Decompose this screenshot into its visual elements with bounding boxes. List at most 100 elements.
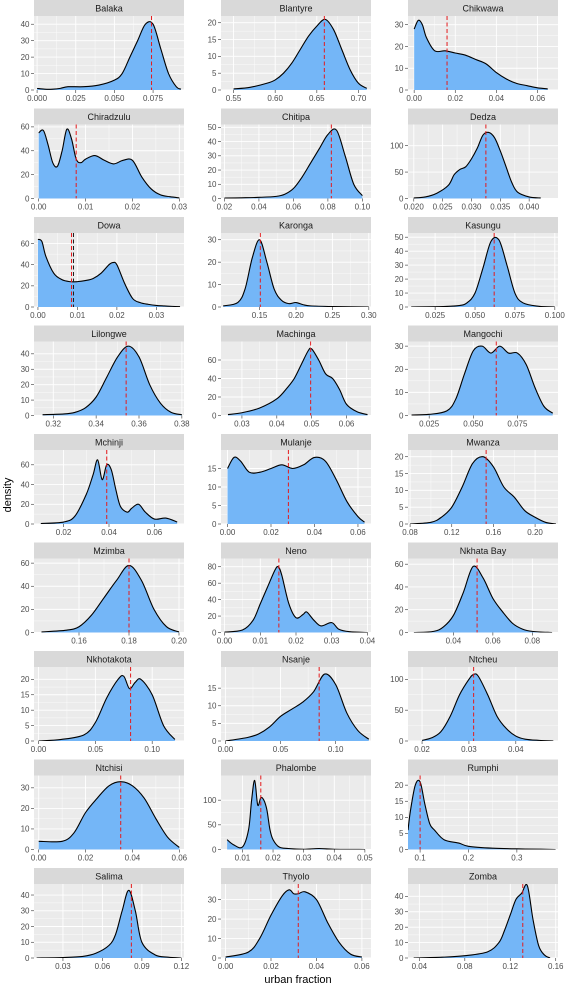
y-tick-label: 20 <box>21 53 30 62</box>
x-tick-label: 0.04 <box>489 94 505 103</box>
x-tick-label: 0.2 <box>463 854 475 863</box>
y-tick-label: 15 <box>208 464 217 473</box>
panel-mwanza: Mwanza 0.08 0.12 0.16 0.20 0 5 10 15 20 <box>395 434 558 537</box>
density-curve-dedza <box>413 131 541 199</box>
strip-label-thyolo: Thyolo <box>282 872 309 882</box>
y-tick-label: 40 <box>21 350 30 359</box>
x-tick-label: 0.10 <box>144 745 160 754</box>
y-tick-label: 30 <box>21 907 30 916</box>
strip-label-dowa: Dowa <box>97 221 120 231</box>
x-tick-label: 0.100 <box>545 311 566 320</box>
x-tick-label: 0.60 <box>267 94 283 103</box>
y-tick-label: 20 <box>208 166 217 175</box>
x-tick-label: 0.06 <box>354 962 370 971</box>
y-tick-label: 0 <box>212 845 217 854</box>
y-tick-label: 0 <box>212 303 217 312</box>
y-tick-label: 20 <box>21 675 30 684</box>
panel-plot-area-mzimba <box>34 558 184 633</box>
y-tick-label: 100 <box>390 141 404 150</box>
x-tick-label: 0.34 <box>88 420 104 429</box>
y-tick-label: 20 <box>208 915 217 924</box>
y-tick-label: 0 <box>399 954 404 963</box>
y-tick-label: 15 <box>208 684 217 693</box>
x-tick-label: 0.050 <box>465 311 486 320</box>
y-tick-label: 40 <box>395 247 404 256</box>
x-tick-label: 0.10 <box>328 745 344 754</box>
x-tick-label: 0.03 <box>55 962 71 971</box>
x-tick-label: 0.04 <box>101 528 117 537</box>
x-tick-label: 0.08 <box>320 203 336 212</box>
density-area-zomba <box>413 884 551 958</box>
y-tick-label: 50 <box>395 168 404 177</box>
y-tick-label: 0 <box>25 194 30 203</box>
density-area-blantyre <box>233 19 367 90</box>
strip-zomba <box>408 868 558 884</box>
panel-plot-area-thyolo <box>221 884 371 958</box>
x-tick-label: 0.00 <box>31 203 47 212</box>
x-tick-label: 0.025 <box>419 420 440 429</box>
x-tick-label: 0.04 <box>125 854 141 863</box>
y-tick-label: 15 <box>208 35 217 44</box>
x-tick-label: 0.04 <box>412 962 428 971</box>
y-tick-label: 0 <box>212 86 217 95</box>
x-tick-label: 0.035 <box>490 203 511 212</box>
density-curve-ntchisi <box>38 781 180 848</box>
x-tick-label: 0.32 <box>46 420 62 429</box>
y-tick-label: 50 <box>395 233 404 242</box>
density-area-mwanza <box>410 456 556 524</box>
panel-mzimba: Mzimba 0.16 0.18 0.20 0 20 40 60 <box>21 542 187 646</box>
y-tick-label: 10 <box>208 280 217 289</box>
panel-plot-area-neno <box>221 558 371 633</box>
x-tick-label: 0.050 <box>104 94 125 103</box>
y-tick-label: 40 <box>21 147 30 156</box>
strip-dedza <box>408 108 558 125</box>
strip-label-dedza: Dedza <box>470 112 496 122</box>
y-tick-label: 0 <box>212 194 217 203</box>
strip-blantyre <box>221 0 371 16</box>
density-curve-karonga <box>223 239 369 307</box>
panel-plot-area-mchinji <box>34 450 184 524</box>
y-tick-label: 20 <box>208 393 217 402</box>
x-tick-label: 0.03 <box>172 203 188 212</box>
x-tick-label: 0.02 <box>414 745 430 754</box>
x-tick-label: 0.00 <box>220 528 236 537</box>
panel-nkhotakota: Nkhotakota 0.00 0.05 0.10 0 5 10 15 20 <box>21 651 184 754</box>
x-tick-label: 0.03 <box>296 854 312 863</box>
strip-label-karonga: Karonga <box>279 221 313 231</box>
strip-label-nkhata-bay: Nkhata Bay <box>460 546 507 556</box>
panel-plot-area-machinga <box>221 341 371 416</box>
strip-nsanje <box>221 651 371 667</box>
y-tick-label: 60 <box>21 559 30 568</box>
y-tick-label: 20 <box>395 606 404 615</box>
x-tick-label: 0.65 <box>309 94 325 103</box>
y-tick-label: 0 <box>25 303 30 312</box>
density-area-nkhata-bay <box>413 566 553 633</box>
y-tick-label: 10 <box>395 388 404 397</box>
strip-mangochi <box>408 325 558 342</box>
strip-phalombe <box>221 759 371 776</box>
x-tick-label: 0.04 <box>446 637 462 646</box>
y-tick-label: 30 <box>208 895 217 904</box>
y-tick-label: 0 <box>212 411 217 420</box>
x-tick-label: 0.10 <box>355 203 371 212</box>
panel-balaka: Balaka 0.000 0.025 0.050 0.075 0 10 20 30 40 <box>21 0 184 103</box>
x-tick-label: 0.025 <box>433 203 454 212</box>
y-tick-label: 40 <box>395 583 404 592</box>
density-curve-phalombe <box>226 779 365 850</box>
strip-thyolo <box>221 868 371 884</box>
panel-plot-area-mangochi <box>408 341 558 416</box>
x-tick-label: 0.02 <box>217 203 233 212</box>
density-area-ntcheu <box>422 673 554 741</box>
x-tick-label: 0.03 <box>461 745 477 754</box>
strip-label-chitipa: Chitipa <box>282 112 310 122</box>
x-tick-label: 0.04 <box>309 962 325 971</box>
y-tick-label: 50 <box>208 821 217 830</box>
panel-plot-area-chitipa <box>221 124 371 199</box>
x-tick-label: 0.02 <box>78 854 94 863</box>
y-tick-label: 10 <box>208 52 217 61</box>
x-tick-label: 0.20 <box>171 637 187 646</box>
panel-plot-area-nsanje <box>221 667 371 741</box>
panel-plot-area-ntcheu <box>408 667 558 741</box>
y-tick-label: 0 <box>399 520 404 529</box>
y-tick-label: 0 <box>25 520 30 529</box>
